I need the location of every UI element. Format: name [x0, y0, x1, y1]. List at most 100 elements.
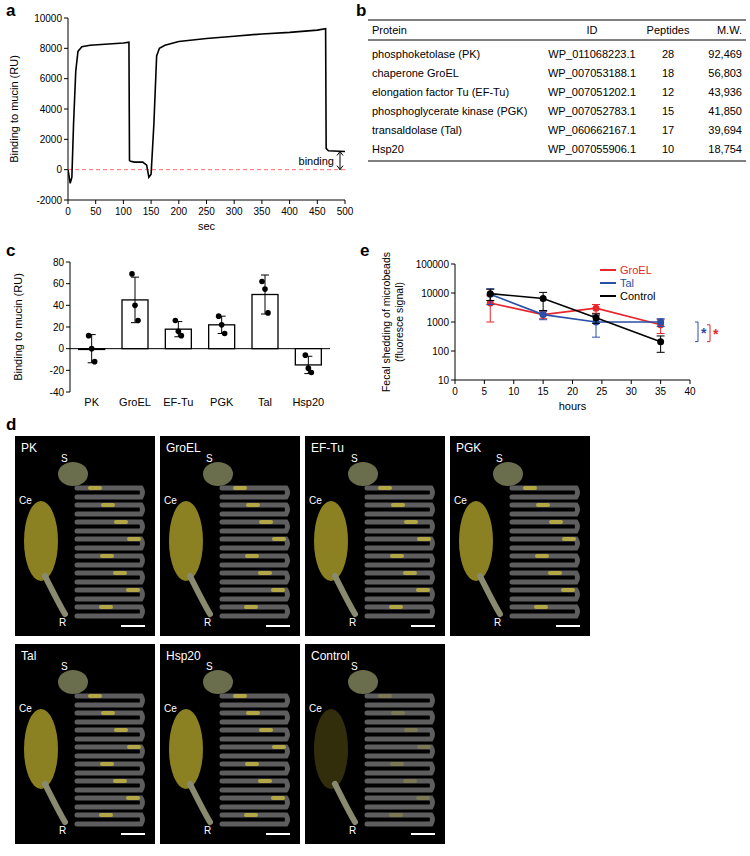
image-title: Control — [311, 649, 350, 663]
fluorescence-spot — [102, 762, 112, 766]
error-bar-path — [592, 305, 600, 314]
x-tick-label: Hsp20 — [292, 396, 324, 408]
intestine-loop — [222, 730, 287, 739]
bar — [165, 329, 191, 349]
organ-label: R — [59, 825, 66, 836]
intestine-loop — [222, 556, 287, 565]
error-bar-path — [486, 289, 494, 305]
fluorescence-spot — [115, 571, 125, 575]
x-tick-label: 40 — [684, 386, 696, 397]
y-tick — [64, 78, 68, 79]
intestine-loop — [512, 607, 577, 616]
y-tick-label: 6000 — [40, 73, 63, 84]
colon-shape — [45, 784, 65, 822]
fluorescence-spot — [380, 694, 390, 698]
image-background — [305, 644, 445, 844]
x-tick-label: 500 — [337, 206, 354, 217]
table-cell: 41,850 — [708, 105, 742, 117]
organ-label: R — [349, 825, 356, 836]
scale-bar — [411, 625, 435, 627]
colon-shape — [45, 576, 65, 614]
y-tick-label: 80 — [53, 257, 65, 268]
intestine-loop — [77, 522, 142, 531]
table-cell: 12 — [662, 86, 674, 98]
intestine-loop — [222, 573, 287, 582]
x-tick-label: 400 — [281, 206, 298, 217]
y-tick — [66, 348, 70, 349]
table-cell: 18 — [662, 67, 674, 79]
y-tick-label: 10000 — [421, 288, 449, 299]
intestine-loop — [222, 747, 287, 756]
image-title: Hsp20 — [166, 649, 201, 663]
data-point — [540, 311, 547, 318]
image-panel: Hsp20SCeR — [160, 644, 300, 844]
plot-area — [70, 271, 330, 375]
table-cell: elongation factor Tu (EF-Tu) — [372, 86, 509, 98]
intestine-loop — [77, 764, 142, 773]
x-tick — [543, 380, 544, 384]
fluorescence-spot — [391, 813, 401, 817]
error-bar — [486, 289, 494, 300]
colon-shape — [335, 576, 355, 614]
y-tick-label: 0 — [56, 164, 62, 175]
y-tick-label: 60 — [53, 278, 65, 289]
x-axis-label: sec — [198, 220, 216, 232]
x-tick — [123, 200, 124, 204]
data-point — [173, 318, 179, 324]
intestine-loop — [77, 590, 142, 599]
table-header: M.W. — [717, 24, 742, 36]
table-cell: 43,936 — [708, 86, 742, 98]
fluorescence-spot — [392, 762, 402, 766]
cecum-shape — [169, 709, 203, 789]
image-panel: GroELSCeR — [160, 436, 300, 636]
y-axis-label: Fecal shedding of microbeads — [380, 252, 392, 392]
intestine-loop — [222, 764, 287, 773]
organ-label: Ce — [164, 495, 177, 506]
image-background — [305, 436, 445, 636]
cecum-shape — [24, 709, 58, 789]
image-title: PK — [21, 441, 37, 455]
fluorescence-spot — [103, 711, 113, 715]
table-cell: WP_007053188.1 — [548, 67, 636, 79]
error-bar — [592, 314, 600, 323]
organ-label: S — [61, 453, 68, 464]
data-point — [262, 286, 268, 292]
table-rule — [368, 161, 746, 162]
fluorescence-spot — [116, 520, 126, 524]
fluorescence-spot — [101, 813, 111, 817]
data-point — [540, 311, 547, 318]
fluorescence-spot — [273, 796, 283, 800]
legend-label: Control — [620, 290, 655, 302]
table-cell: phosphoglycerate kinase (PGK) — [372, 105, 527, 117]
x-tick-label: 250 — [198, 206, 215, 217]
image-title: EF-Tu — [311, 441, 344, 455]
plot-area — [486, 289, 664, 353]
fluorescence-spot — [419, 745, 429, 749]
x-tick-label: 15 — [538, 386, 550, 397]
error-bar — [131, 277, 139, 323]
intestine-loop — [77, 747, 142, 756]
x-tick — [234, 200, 235, 204]
data-point — [179, 333, 185, 339]
data-point — [86, 333, 92, 339]
x-tick — [660, 380, 661, 384]
y-tick-label: 10 — [438, 375, 450, 386]
y-axis-label: Binding to mucin (RU) — [12, 273, 24, 381]
data-point — [487, 291, 494, 298]
error-bar-path — [592, 314, 600, 323]
x-tick — [289, 200, 290, 204]
fluorescence-spot — [90, 694, 100, 698]
x-tick — [317, 200, 318, 204]
intestine-loop — [77, 713, 142, 722]
intestine-loop — [77, 607, 142, 616]
data-point — [309, 370, 315, 376]
organ-label: Ce — [164, 703, 177, 714]
significance-star: * — [701, 325, 707, 341]
table-cell: 28 — [662, 48, 674, 60]
fluorescence-spot — [564, 537, 574, 541]
fluorescence-spot — [393, 711, 403, 715]
arrow-heads — [337, 151, 343, 169]
error-bar-path — [486, 289, 494, 300]
legend-label: Tal — [620, 277, 634, 289]
data-point — [89, 346, 95, 352]
